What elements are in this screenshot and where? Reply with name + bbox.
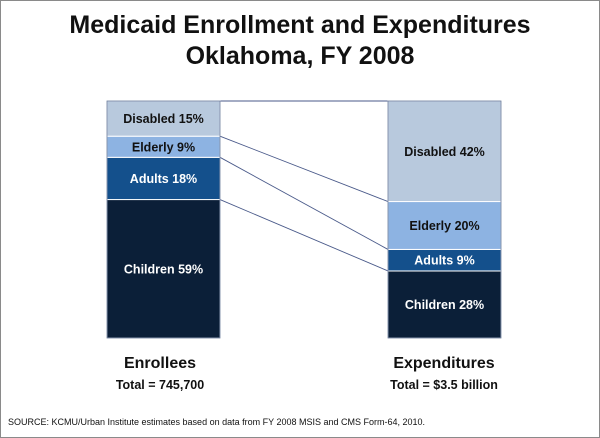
- enrollees-adults-label: Adults 18%: [130, 172, 197, 186]
- enrollees-total-label: Total = 745,700: [115, 378, 205, 392]
- enrollees-adults-segment: [106, 156, 221, 201]
- expenditures-elderly-label: Elderly 20%: [409, 219, 479, 233]
- expenditures-disabled-segment: [387, 100, 502, 203]
- expenditures-category-label: Expenditures: [393, 355, 495, 372]
- connector-lines: [219, 100, 389, 272]
- enrollees-disabled-label: Disabled 15%: [123, 112, 204, 126]
- chart-title-line-1: Medicaid Enrollment and Expenditures: [69, 11, 531, 39]
- expenditures-total-label: Total = $3.5 billion: [390, 378, 498, 392]
- expenditures-disabled-label: Disabled 42%: [404, 145, 485, 159]
- expenditures-bar-outline: [387, 100, 502, 339]
- enrollees-elderly-label: Elderly 9%: [132, 140, 195, 154]
- chart-title: Medicaid Enrollment and Expenditures Okl…: [0, 10, 600, 72]
- enrollees-children-label: Children 59%: [124, 262, 203, 276]
- expenditures-elderly-segment: [387, 201, 502, 250]
- expenditures-children-label: Children 28%: [405, 298, 484, 312]
- source-note: SOURCE: KCMU/Urban Institute estimates b…: [8, 417, 426, 427]
- expenditures-children-segment: [387, 270, 502, 339]
- enrollees-category-label: Enrollees: [123, 355, 197, 372]
- enrollees-disabled-segment: [106, 100, 221, 137]
- expenditures-adults-label: Adults 9%: [414, 254, 474, 268]
- connector-line-children: [219, 199, 389, 272]
- connector-line-elderly: [219, 135, 389, 202]
- enrollees-bar-outline: [106, 100, 221, 339]
- connector-line-adults: [219, 156, 389, 250]
- chart-title-line-2: Oklahoma, FY 2008: [185, 42, 415, 70]
